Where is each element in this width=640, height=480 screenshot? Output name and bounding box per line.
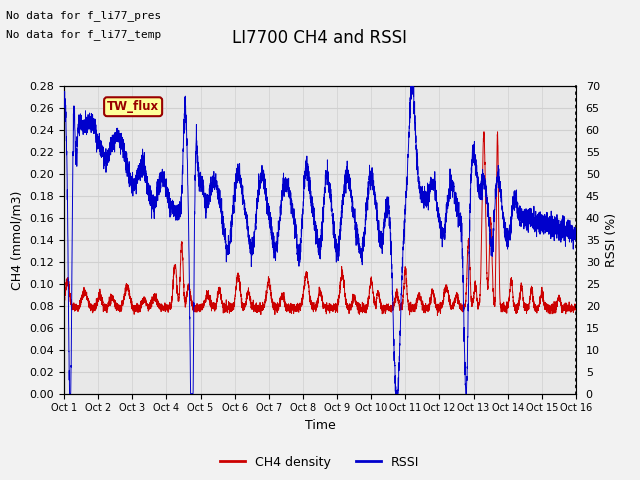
Y-axis label: CH4 (mmol/m3): CH4 (mmol/m3): [11, 190, 24, 290]
Text: TW_flux: TW_flux: [107, 100, 159, 113]
Legend: CH4 density, RSSI: CH4 density, RSSI: [216, 451, 424, 474]
Text: LI7700 CH4 and RSSI: LI7700 CH4 and RSSI: [232, 29, 408, 47]
Text: No data for f_li77_temp: No data for f_li77_temp: [6, 29, 162, 40]
Text: No data for f_li77_pres: No data for f_li77_pres: [6, 10, 162, 21]
Y-axis label: RSSI (%): RSSI (%): [605, 213, 618, 267]
X-axis label: Time: Time: [305, 419, 335, 432]
